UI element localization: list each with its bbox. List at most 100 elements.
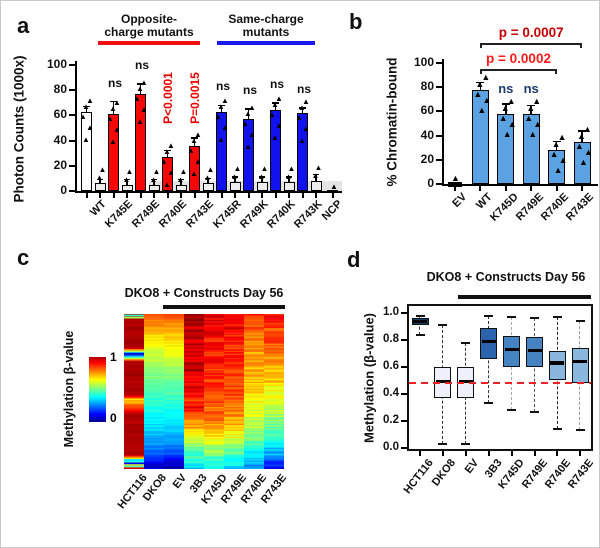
x-tick <box>579 451 582 456</box>
bar-WT <box>81 111 92 191</box>
data-point-marker: ▲ <box>190 135 198 145</box>
x-tick <box>487 451 490 456</box>
y-tick <box>401 339 407 341</box>
x-tick <box>139 193 142 198</box>
error-bar-cap <box>476 81 485 84</box>
y-tick-label: 1.0 <box>383 305 399 318</box>
data-point-marker: ▲ <box>194 156 202 166</box>
y-tick <box>69 89 75 92</box>
whisker-cap <box>575 429 585 432</box>
control-bar-K745E <box>121 184 133 191</box>
mutant-group-label: Opposite-charge mutants <box>104 12 194 39</box>
control-bar-R749K <box>256 182 268 191</box>
x-tick <box>441 451 444 456</box>
control-bar-R743E <box>202 183 214 191</box>
whisker-3B3 <box>487 315 489 404</box>
y-tick-label: 60 <box>53 107 67 122</box>
x-category-label-K745R: K745R <box>210 198 244 231</box>
x-category-label-K745D: K745D <box>487 191 521 224</box>
x-tick <box>315 193 317 198</box>
data-point-marker: ▲ <box>502 128 512 139</box>
bar-R749E <box>522 113 540 184</box>
x-tick <box>581 186 583 191</box>
y-tick <box>436 110 442 113</box>
data-point-marker: ▲ <box>528 128 538 139</box>
whisker-cap <box>438 324 448 327</box>
y-tick-label: 0.0 <box>383 440 399 453</box>
y-tick-label: 20 <box>420 151 434 166</box>
y-tick-label: 40 <box>53 132 67 147</box>
data-point-marker: ▲ <box>275 121 283 131</box>
data-point-marker: ▲ <box>214 111 222 121</box>
whisker-cap <box>530 317 539 320</box>
data-point-marker: ▲ <box>167 140 175 150</box>
x-tick <box>556 451 559 456</box>
box-R743E <box>571 348 589 384</box>
data-point-marker: ▲ <box>298 135 306 145</box>
error-bar <box>234 177 236 188</box>
data-point-marker: ▲ <box>194 129 202 139</box>
y-tick-label: 40 <box>420 127 434 142</box>
y-tick-label: 80 <box>420 79 434 94</box>
reference-line <box>409 382 591 385</box>
significance-label-R749E: ns <box>523 81 539 96</box>
data-point-marker: ▲ <box>140 104 148 114</box>
data-point-marker: ▲ <box>179 166 188 176</box>
p-value-label: p = 0.0007 <box>498 25 564 40</box>
x-tick <box>274 193 277 198</box>
data-point-marker: ▲ <box>295 112 303 122</box>
data-point-marker: ▲ <box>98 165 107 175</box>
x-tick <box>504 186 507 191</box>
panel-c-label: c <box>17 245 30 270</box>
y-tick-label: 80 <box>53 82 67 97</box>
data-point-marker: ▲ <box>524 112 534 123</box>
data-point-marker: ▲ <box>248 130 256 140</box>
x-axis <box>75 191 342 193</box>
data-point-marker: ▲ <box>271 133 279 143</box>
error-bar-cap <box>218 104 225 107</box>
data-point-marker: ▲ <box>298 102 306 112</box>
x-tick <box>247 193 250 198</box>
data-point-marker: ▲ <box>221 95 229 105</box>
data-point-marker: ▲ <box>311 170 320 180</box>
data-point-marker: ▲ <box>106 114 114 124</box>
data-point-marker: ▲ <box>579 156 588 167</box>
error-bar-cap <box>552 140 561 143</box>
data-point-marker: ▲ <box>122 174 131 184</box>
panel-c-title: DKO8 + Constructs Day 56 <box>124 286 284 300</box>
box-category-label-HCT116: HCT116 <box>401 457 436 497</box>
error-bar-cap <box>83 105 90 108</box>
y-tick-label: 0.4 <box>383 386 399 399</box>
data-point-marker: ▲ <box>109 137 117 147</box>
error-bar-cap <box>299 107 306 109</box>
whisker-cap <box>575 320 585 323</box>
data-point-marker: ▲ <box>95 173 104 183</box>
data-point-marker: ▲ <box>244 142 252 152</box>
x-category-label-R743E: R743E <box>564 191 597 224</box>
x-tick <box>332 193 334 198</box>
y-tick-label: 0.8 <box>383 332 399 345</box>
x-tick <box>419 451 421 456</box>
data-point-marker: ▲ <box>533 118 543 129</box>
data-point-marker: ▲ <box>451 173 460 183</box>
x-tick <box>479 186 482 191</box>
data-point-marker: ▲ <box>230 172 239 182</box>
significance-label-R740E: P<0.0001 <box>161 72 175 124</box>
whisker-cap <box>530 410 539 413</box>
data-point-marker: ▲ <box>163 179 171 189</box>
whisker-cap <box>415 314 425 317</box>
x-category-label-R743E: R743E <box>184 198 217 231</box>
data-point-marker: ▲ <box>473 88 483 99</box>
colorbar-gradient <box>89 357 106 422</box>
y-tick-label: 0.2 <box>383 413 399 426</box>
significance-label-R749E: ns <box>134 57 149 72</box>
y-axis <box>442 59 444 186</box>
y-tick <box>69 190 75 192</box>
median-line <box>458 380 473 384</box>
bar-WT <box>471 89 489 184</box>
y-tick <box>401 447 407 449</box>
x-tick <box>112 193 115 198</box>
heatmap-column-label-EV: EV <box>170 472 190 491</box>
data-point-marker: ▲ <box>481 71 491 82</box>
error-bar-cap <box>272 102 279 104</box>
